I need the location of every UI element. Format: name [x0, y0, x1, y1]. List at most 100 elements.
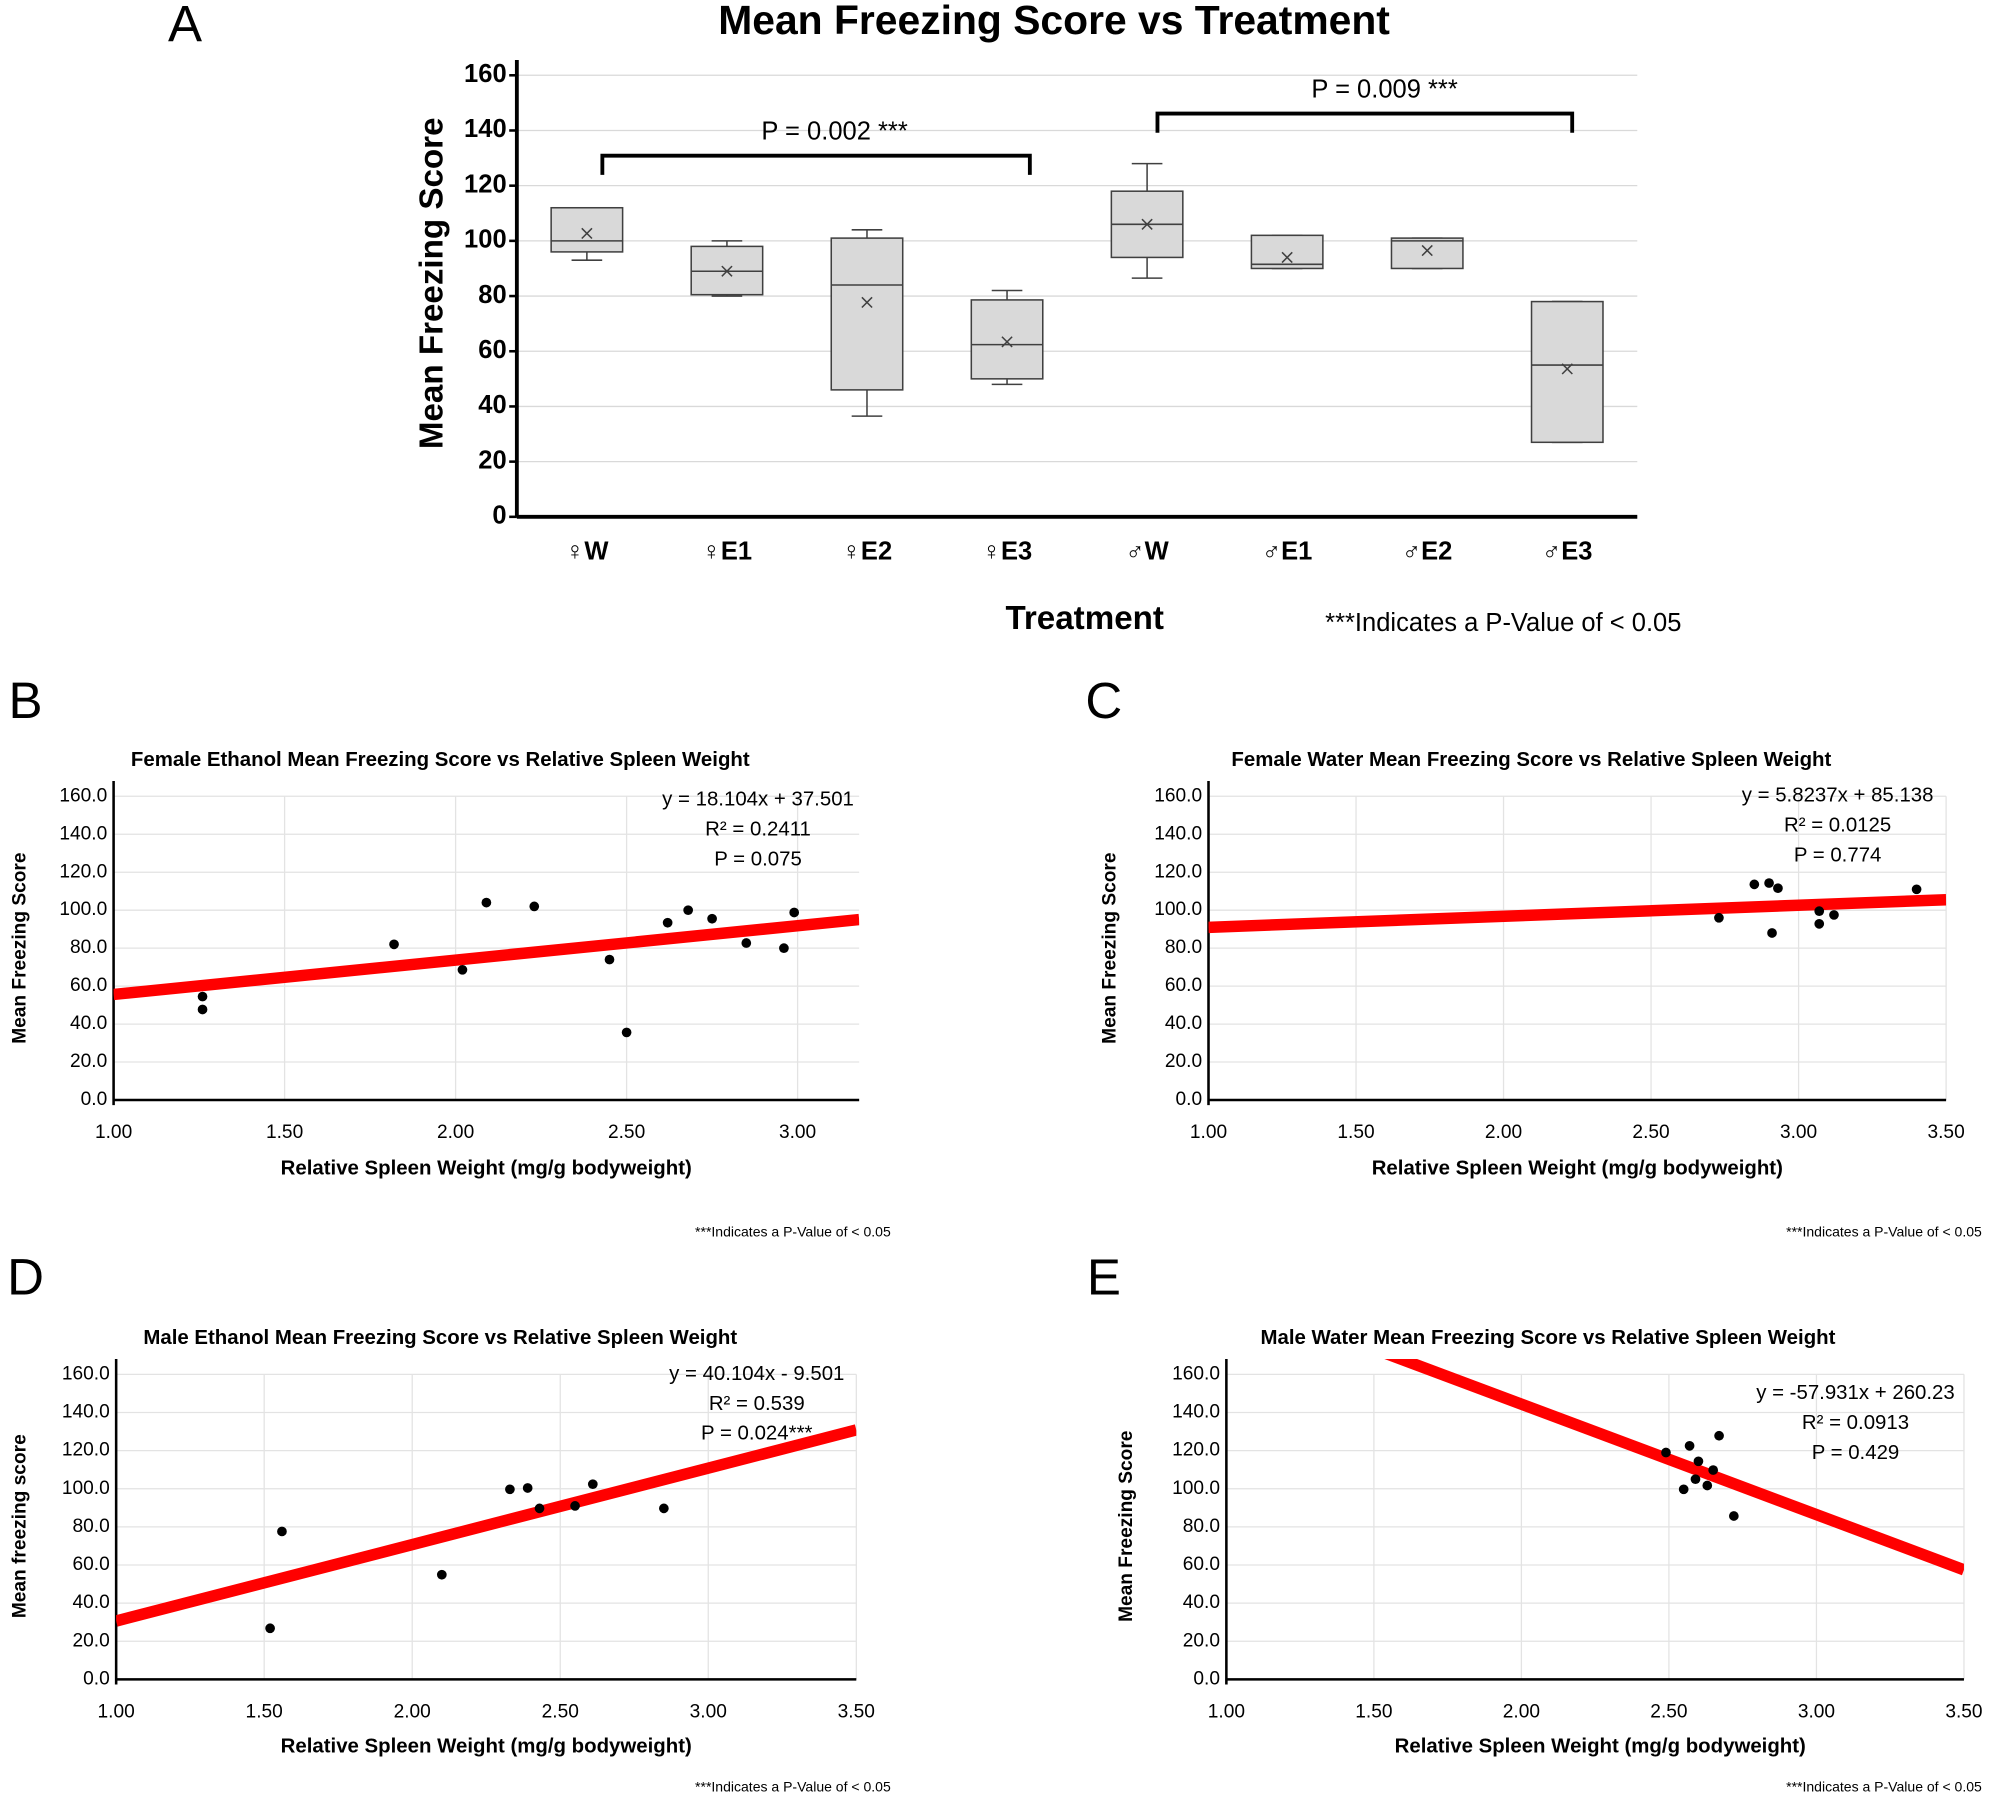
- data-point: [659, 1503, 669, 1514]
- box: [830, 237, 904, 391]
- data-point: [779, 943, 789, 954]
- trendline-p: P = 0.024***: [701, 1423, 812, 1445]
- x-axis-label: Relative Spleen Weight (mg/g bodyweight): [281, 1157, 692, 1179]
- trendline-equation: y = -57.931x + 260.23: [1756, 1382, 1955, 1404]
- trendline-equation: y = 40.104x - 9.501: [669, 1363, 844, 1385]
- x-tick-label: 1.00: [1208, 1702, 1245, 1723]
- chart-title: Male Water Mean Freezing Score vs Relati…: [1260, 1327, 1835, 1349]
- footnote: ***Indicates a P-Value of < 0.05: [1325, 609, 1681, 637]
- x-tick-label: 2.00: [1503, 1702, 1540, 1723]
- y-tick-label: 60.0: [1165, 975, 1202, 996]
- trendline-p: P = 0.075: [714, 848, 802, 870]
- y-tick-label: 100.0: [59, 899, 107, 920]
- data-point: [1728, 1511, 1739, 1521]
- box: [1250, 234, 1324, 270]
- chart-title: Male Ethanol Mean Freezing Score vs Rela…: [143, 1327, 737, 1349]
- x-tick-label: 2.50: [542, 1702, 579, 1723]
- data-point: [1714, 912, 1724, 923]
- trendline: [113, 913, 860, 1001]
- y-tick-label: 140.0: [59, 823, 107, 844]
- y-tick-label: 100.0: [62, 1478, 110, 1499]
- y-tick-label: 40.0: [1165, 1013, 1202, 1034]
- x-tick-label: 1.00: [1190, 1122, 1227, 1143]
- box: [970, 299, 1044, 380]
- data-point: [1661, 1447, 1671, 1458]
- y-tick-label: 160.0: [62, 1363, 110, 1384]
- x-axis-label: Treatment: [1005, 600, 1163, 637]
- data-point: [265, 1623, 275, 1634]
- x-tick-label: 2.00: [1485, 1122, 1522, 1143]
- mean-marker: [721, 265, 733, 277]
- y-tick-label: 0.0: [83, 1668, 110, 1689]
- y-tick-label: 0.0: [1193, 1668, 1220, 1689]
- data-point: [1714, 1430, 1724, 1441]
- x-tick-label: 3.00: [1798, 1702, 1835, 1723]
- data-point: [457, 964, 468, 975]
- y-tick-label: 120: [464, 170, 507, 198]
- x-tick-label: 1.00: [95, 1122, 132, 1143]
- data-point: [1749, 879, 1760, 890]
- data-point: [1764, 878, 1774, 888]
- panel-label: D: [7, 1249, 44, 1306]
- x-tick-label: 3.50: [1927, 1122, 1964, 1143]
- panel-label: B: [9, 672, 43, 729]
- footnote: ***Indicates a P-Value of < 0.05: [1786, 1223, 1982, 1239]
- data-point: [436, 1569, 447, 1580]
- y-tick-label: 80: [478, 281, 506, 309]
- data-point: [1767, 928, 1777, 938]
- x-tick-label: 2.50: [1650, 1702, 1687, 1723]
- significance-bracket: [1155, 111, 1575, 133]
- x-tick-label: 3.50: [1945, 1702, 1982, 1723]
- y-axis-label: Mean Freezing Score: [1116, 1431, 1137, 1622]
- y-tick-label: 140: [464, 115, 507, 143]
- data-point: [1773, 883, 1783, 894]
- box: [1390, 237, 1464, 270]
- chart-title: Female Water Mean Freezing Score vs Rela…: [1231, 749, 1831, 771]
- data-point: [522, 1483, 533, 1493]
- x-tick-label: ♀W: [565, 537, 609, 565]
- data-point: [197, 1004, 208, 1015]
- mean-marker: [861, 296, 873, 309]
- footnote: ***Indicates a P-Value of < 0.05: [1786, 1779, 1982, 1795]
- y-tick-label: 40.0: [73, 1592, 110, 1613]
- data-point: [662, 917, 673, 928]
- y-tick-label: 60.0: [1183, 1554, 1220, 1575]
- data-point: [683, 905, 694, 916]
- significance-bracket: [600, 153, 1032, 175]
- trendline: [116, 1424, 857, 1627]
- trendline: [1384, 1359, 1964, 1576]
- x-tick-label: ♀E3: [982, 537, 1032, 565]
- x-tick-label: 3.00: [690, 1702, 727, 1723]
- data-point: [277, 1526, 287, 1537]
- y-tick-label: 100.0: [1172, 1478, 1220, 1499]
- data-point: [1911, 884, 1922, 895]
- y-tick-label: 20.0: [1183, 1630, 1220, 1651]
- mean-marker: [1281, 251, 1293, 264]
- x-tick-label: 2.00: [437, 1122, 474, 1143]
- trendline-p: P = 0.429: [1812, 1442, 1900, 1464]
- panel-label: A: [168, 0, 202, 53]
- mean-marker: [581, 227, 593, 240]
- x-axis-label: Relative Spleen Weight (mg/g bodyweight): [281, 1735, 692, 1757]
- panel-label: E: [1087, 1249, 1121, 1306]
- mean-marker: [1561, 363, 1573, 375]
- trendline-r2: R² = 0.2411: [705, 819, 811, 841]
- x-tick-label: ♂E1: [1262, 537, 1312, 565]
- x-tick-label: 1.50: [246, 1702, 283, 1723]
- y-tick-label: 0.0: [81, 1089, 108, 1110]
- trendline-equation: y = 18.104x + 37.501: [662, 789, 854, 811]
- data-point: [1814, 919, 1825, 929]
- y-tick-label: 20.0: [73, 1630, 110, 1651]
- annotation: P = 0.002 ***: [761, 117, 907, 145]
- x-tick-label: 1.50: [1355, 1702, 1392, 1723]
- data-point: [1693, 1456, 1704, 1467]
- x-axis-label: Relative Spleen Weight (mg/g bodyweight): [1372, 1157, 1783, 1179]
- data-point: [741, 938, 752, 948]
- y-tick-label: 40.0: [70, 1013, 107, 1034]
- x-tick-label: 2.50: [1632, 1122, 1669, 1143]
- y-tick-label: 160: [464, 60, 507, 88]
- data-point: [1690, 1474, 1701, 1485]
- y-tick-label: 160.0: [59, 785, 107, 806]
- x-tick-label: ♀E1: [702, 537, 752, 565]
